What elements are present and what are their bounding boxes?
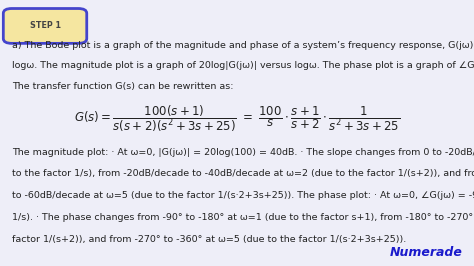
Text: Numerade: Numerade: [389, 246, 462, 259]
Text: logω. The magnitude plot is a graph of 20log|G(jω)| versus logω. The phase plot : logω. The magnitude plot is a graph of 2…: [12, 61, 474, 70]
Text: a) The Bode plot is a graph of the magnitude and phase of a system’s frequency r: a) The Bode plot is a graph of the magni…: [12, 41, 474, 50]
Text: to the factor 1/s), from -20dB/decade to -40dB/decade at ω=2 (due to the factor : to the factor 1/s), from -20dB/decade to…: [12, 169, 474, 178]
Text: The transfer function G(s) can be rewritten as:: The transfer function G(s) can be rewrit…: [12, 82, 233, 91]
Text: The magnitude plot: · At ω=0, |G(jω)| = 20log(100) = 40dB. · The slope changes f: The magnitude plot: · At ω=0, |G(jω)| = …: [12, 148, 474, 157]
Text: to -60dB/decade at ω=5 (due to the factor 1/(s·2+3s+25)). The phase plot: · At ω: to -60dB/decade at ω=5 (due to the facto…: [12, 191, 474, 200]
Text: STEP 1: STEP 1: [29, 21, 61, 30]
Text: $G(s) = \dfrac{100(s+1)}{s(s+2)(s^2+3s+25)} \ = \ \dfrac{100}{s} \cdot \dfrac{s+: $G(s) = \dfrac{100(s+1)}{s(s+2)(s^2+3s+2…: [74, 103, 400, 134]
FancyBboxPatch shape: [3, 9, 87, 43]
Text: factor 1/(s+2)), and from -270° to -360° at ω=5 (due to the factor 1/(s·2+3s+25): factor 1/(s+2)), and from -270° to -360°…: [12, 235, 406, 244]
Text: 1/s). · The phase changes from -90° to -180° at ω=1 (due to the factor s+1), fro: 1/s). · The phase changes from -90° to -…: [12, 213, 474, 222]
